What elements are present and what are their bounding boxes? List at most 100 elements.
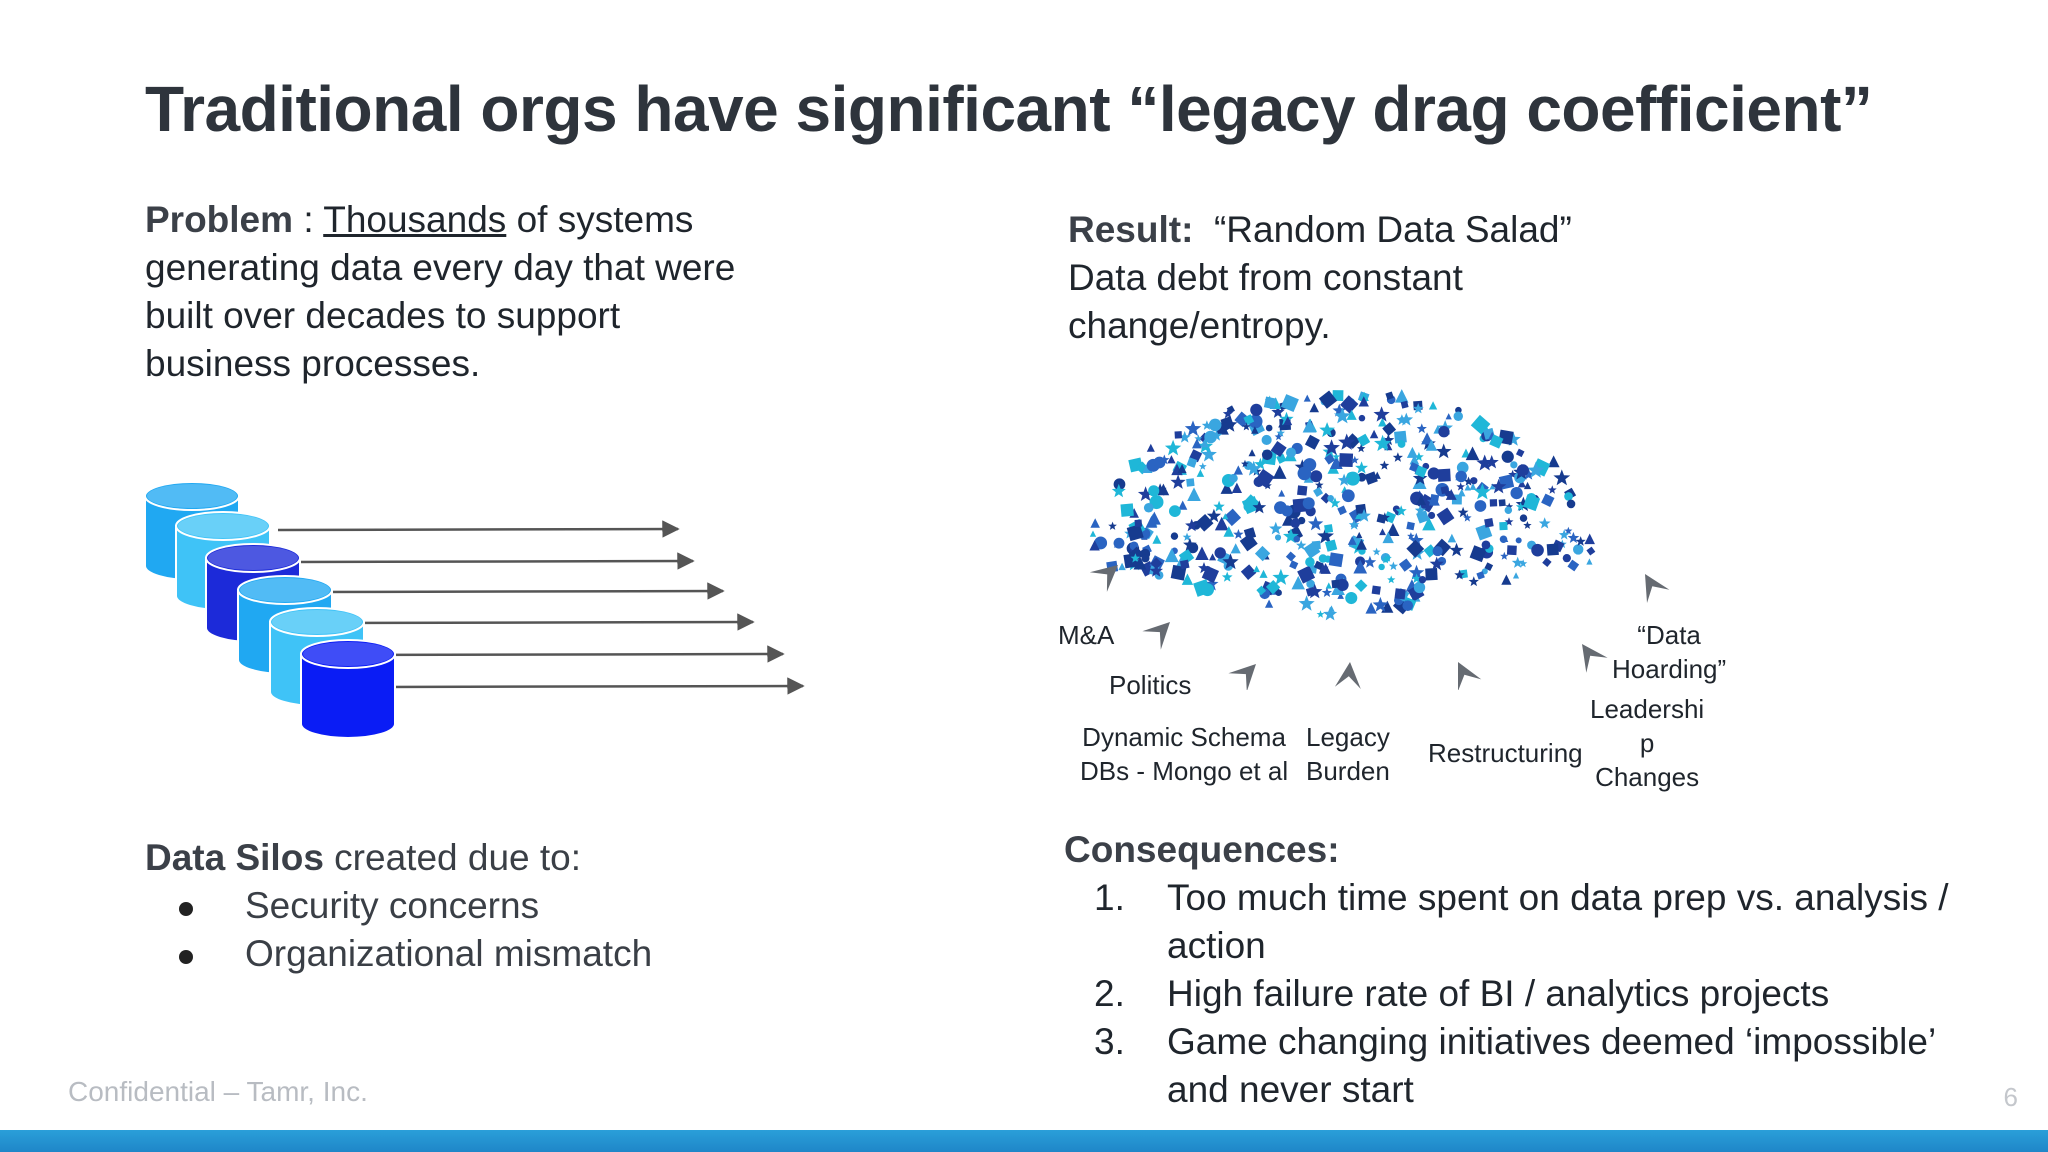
random-data-salad-graphic	[1089, 389, 1670, 690]
scatter-dot	[1519, 514, 1528, 522]
scatter-square	[1506, 545, 1517, 556]
slide-title: Traditional orgs have significant “legac…	[145, 73, 1873, 145]
problem-label: Problem	[145, 199, 294, 240]
scatter-dot	[1481, 540, 1491, 550]
scatter-square	[1423, 544, 1437, 558]
scatter-square	[1223, 508, 1242, 527]
label-dynamic-schema: Dynamic Schema DBs - Mongo et al	[1080, 720, 1288, 788]
scatter-dot	[1428, 511, 1436, 519]
scatter-star	[1372, 547, 1381, 556]
scatter-dot	[1148, 485, 1160, 497]
consequences-heading: Consequences:	[1064, 829, 1340, 870]
scatter-square	[1255, 468, 1275, 489]
scatter-triangle	[1191, 438, 1202, 449]
scatter-square	[1337, 505, 1347, 516]
scatter-dot	[1149, 495, 1164, 510]
data-hoarding-arrow-icon	[1645, 574, 1670, 603]
scatter-square	[1313, 487, 1324, 498]
scatter-triangle	[1421, 432, 1434, 445]
scatter-star	[1476, 454, 1494, 471]
bullet-icon	[179, 950, 193, 964]
scatter-square	[1398, 558, 1413, 572]
scatter-star	[1276, 428, 1285, 437]
scatter-square	[1276, 453, 1287, 464]
scatter-star	[1463, 476, 1474, 486]
scatter-triangle	[1309, 402, 1319, 413]
scatter-star	[1396, 414, 1408, 425]
scatter-dot	[1341, 489, 1355, 503]
scatter-triangle	[1547, 455, 1560, 468]
scatter-dot	[1168, 505, 1181, 517]
scatter-star	[1523, 521, 1532, 529]
scatter-dot	[1250, 403, 1263, 416]
scatter-star	[1206, 508, 1222, 523]
scatter-star	[1457, 506, 1469, 518]
scatter-triangle	[1178, 500, 1188, 510]
scatter-square	[1324, 524, 1334, 534]
scatter-star	[1322, 606, 1338, 621]
scatter-square	[1470, 414, 1491, 435]
scatter-triangle	[1220, 481, 1233, 494]
scatter-triangle	[1089, 530, 1097, 537]
scatter-star	[1392, 452, 1403, 462]
scatter-square	[1364, 471, 1378, 485]
scatter-star	[1137, 486, 1154, 501]
scatter-star	[1387, 575, 1396, 584]
scatter-dot	[1572, 544, 1584, 555]
label-leadership-line2: p	[1639, 728, 1655, 758]
scatter-dot	[1310, 470, 1323, 483]
scatter-star	[1454, 569, 1465, 580]
scatter-star	[1170, 474, 1186, 489]
scatter-star	[1111, 483, 1126, 498]
scatter-triangle	[1457, 488, 1466, 497]
scatter-star	[1374, 434, 1392, 452]
result-text: Data debt from constant change/entropy.	[1068, 257, 1463, 346]
scatter-triangle	[1425, 439, 1438, 451]
scatter-dot	[1478, 527, 1485, 535]
scatter-triangle	[1501, 574, 1512, 585]
scatter-dot	[1290, 518, 1300, 529]
scatter-square	[1489, 499, 1498, 507]
scatter-square	[1498, 499, 1506, 507]
scatter-triangle	[1278, 419, 1287, 428]
scatter-star	[1411, 573, 1422, 583]
scatter-triangle	[1584, 533, 1595, 545]
scatter-square	[1331, 579, 1341, 589]
list-item: Security concerns	[145, 882, 845, 930]
scatter-star	[1332, 403, 1347, 417]
scatter-dot	[1470, 477, 1478, 485]
scatter-triangle	[1356, 531, 1363, 539]
scatter-triangle	[1489, 483, 1496, 490]
scatter-triangle	[1291, 575, 1305, 590]
scatter-dot	[1261, 434, 1272, 446]
scatter-star	[1130, 553, 1141, 563]
consequence-text: Game changing initiatives deemed ‘imposs…	[1167, 1021, 1935, 1110]
scatter-square	[1406, 521, 1415, 531]
scatter-square	[1440, 485, 1449, 495]
problem-statement: Problem : Thousands of systems generatin…	[145, 196, 765, 388]
scatter-square	[1303, 541, 1321, 559]
scatter-triangle	[1445, 413, 1452, 420]
arrow-icon	[322, 613, 755, 631]
database-silos-diagram	[144, 481, 805, 739]
scatter-star	[1372, 596, 1389, 612]
scatter-triangle	[1328, 605, 1335, 612]
scatter-star	[1435, 443, 1452, 459]
scatter-star	[1412, 403, 1424, 414]
label-leadership-changes: Leadershi p Changes	[1590, 692, 1704, 794]
scatter-star	[1185, 518, 1199, 532]
scatter-star	[1164, 439, 1182, 456]
scatter-star	[1515, 496, 1531, 512]
scatter-square	[1240, 564, 1257, 580]
scatter-square	[1515, 448, 1525, 458]
list-item: Organizational mismatch	[145, 930, 845, 978]
scatter-star	[1184, 420, 1202, 436]
scatter-square	[1186, 457, 1198, 468]
scatter-square	[1371, 585, 1381, 595]
scatter-star	[1269, 521, 1283, 535]
scatter-dot	[1293, 535, 1301, 543]
scatter-square	[1324, 539, 1338, 552]
scatter-dot	[1200, 583, 1214, 597]
list-item: 1. Too much time spent on data prep vs. a…	[1064, 874, 1964, 970]
scatter-dot	[1274, 534, 1282, 541]
